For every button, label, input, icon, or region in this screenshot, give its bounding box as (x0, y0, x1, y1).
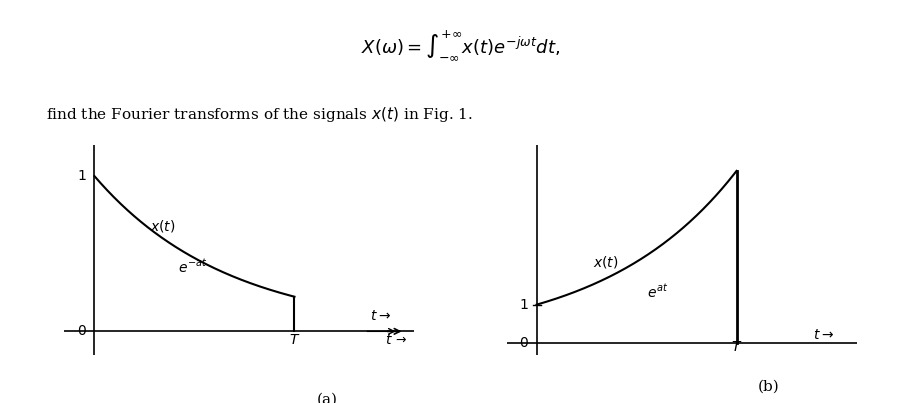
Text: $e^{at}$: $e^{at}$ (647, 283, 668, 300)
Text: find the Fourier transforms of the signals $x(t)$ in Fig. 1.: find the Fourier transforms of the signa… (46, 105, 472, 124)
Text: $T$: $T$ (289, 333, 300, 347)
Text: $e^{-at}$: $e^{-at}$ (179, 258, 208, 275)
Text: $0$: $0$ (519, 336, 529, 350)
Text: $t$: $t$ (384, 333, 392, 347)
Text: $X(\omega) = \int_{-\infty}^{+\infty} x(t)e^{-j\omega t}dt,$: $X(\omega) = \int_{-\infty}^{+\infty} x(… (361, 28, 560, 62)
Text: (b): (b) (758, 380, 780, 394)
Text: $1$: $1$ (519, 298, 529, 312)
Text: $T$: $T$ (731, 340, 742, 354)
Text: $0$: $0$ (76, 324, 87, 339)
Text: $x(t)$: $x(t)$ (592, 254, 618, 270)
Text: $t \rightarrow$: $t \rightarrow$ (370, 310, 391, 324)
Text: $t \rightarrow$: $t \rightarrow$ (812, 328, 834, 341)
Text: (a): (a) (317, 393, 337, 403)
Text: $1$: $1$ (76, 169, 87, 183)
Text: $x(t)$: $x(t)$ (150, 218, 176, 234)
Text: $\rightarrow$: $\rightarrow$ (393, 333, 408, 346)
